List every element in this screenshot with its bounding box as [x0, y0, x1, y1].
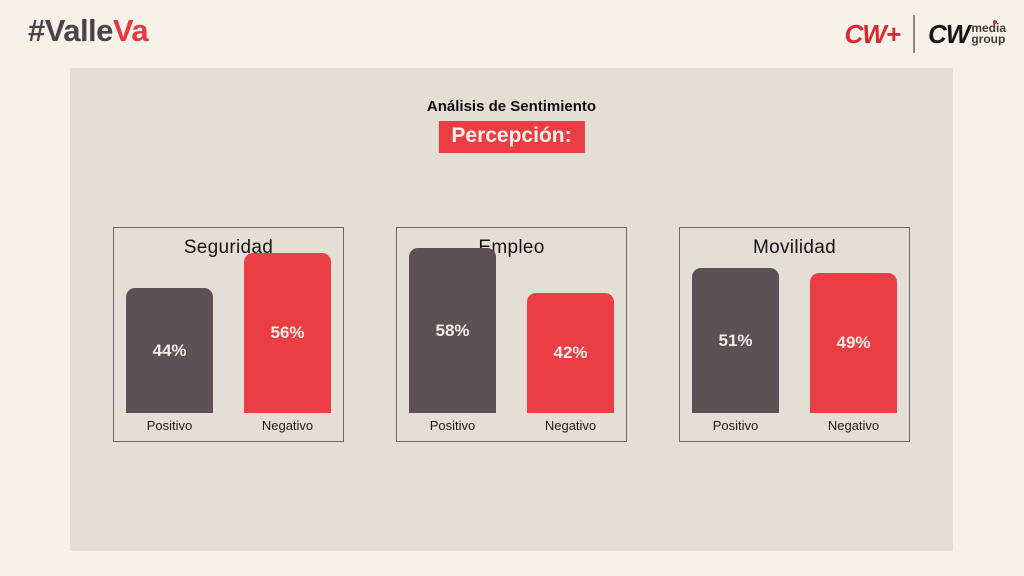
- bars-area: 58% Positivo 42% Negativo: [397, 248, 626, 435]
- chart-card-movilidad: Movilidad 51% Positivo 49% Negativo: [679, 227, 910, 442]
- cw-plus-logo: CW+: [844, 18, 900, 49]
- chart-title: Seguridad: [183, 237, 274, 258]
- bar-column-positivo: 58% Positivo: [409, 248, 496, 435]
- cw-mediagroup-cw: CW: [927, 18, 970, 49]
- cw-mediagroup-group: group: [971, 32, 1006, 46]
- bar-column-positivo: 51% Positivo: [692, 268, 779, 435]
- cw-mediagroup-media: media: [971, 21, 1006, 35]
- cw-mediagroup-logo: CW media group: [928, 19, 1006, 50]
- bar-category-label: Negativo: [544, 418, 597, 433]
- bar-positivo: 44%: [126, 288, 213, 413]
- bar-positivo: 51%: [692, 268, 779, 413]
- valleva-logo-prefix: #Valle: [28, 13, 113, 48]
- bar-column-negativo: 49% Negativo: [810, 273, 897, 435]
- bar-value-label: 42%: [553, 343, 588, 362]
- bar-value-label: 56%: [270, 323, 305, 342]
- bar-value-label: 49%: [836, 333, 871, 352]
- bar-negativo: 42%: [527, 293, 614, 413]
- section-kicker: Análisis de Sentimiento: [426, 98, 597, 115]
- cw-partner-logos: CW+ CW media group: [844, 15, 1006, 53]
- bar-column-negativo: 42% Negativo: [527, 293, 614, 435]
- bar-positivo: 58%: [409, 248, 496, 413]
- cw-mediagroup-text: media group: [971, 20, 1006, 46]
- valleva-logo-suffix: Va: [112, 13, 149, 48]
- bar-value-label: 51%: [718, 330, 753, 350]
- valleva-logo: #ValleVa: [28, 13, 149, 49]
- content-panel: Análisis de Sentimiento Percepción: Segu…: [70, 68, 953, 551]
- charts-row: Seguridad 44% Positivo 56% Negativo Empl: [70, 227, 953, 442]
- bar-column-negativo: 56% Negativo: [244, 253, 331, 435]
- bar-value-label: 44%: [152, 340, 187, 360]
- chart-title: Movilidad: [753, 237, 836, 258]
- bar-category-label: Positivo: [146, 418, 193, 433]
- logo-divider: [912, 15, 915, 53]
- bar-value-label: 58%: [435, 320, 470, 340]
- perception-badge: Percepción:: [438, 121, 585, 153]
- chart-card-empleo: Empleo 58% Positivo 42% Negativo: [396, 227, 627, 442]
- bar-category-label: Negativo: [261, 418, 314, 433]
- chart-card-seguridad: Seguridad 44% Positivo 56% Negativo: [113, 227, 344, 442]
- bar-column-positivo: 44% Positivo: [126, 288, 213, 435]
- bars-area: 44% Positivo 56% Negativo: [114, 253, 343, 435]
- bar-negativo: 49%: [810, 273, 897, 413]
- bar-category-label: Positivo: [429, 418, 476, 433]
- bar-category-label: Negativo: [827, 418, 880, 433]
- bar-negativo: 56%: [244, 253, 331, 413]
- bar-category-label: Positivo: [712, 418, 759, 433]
- mediagroup-red-dot-icon: [993, 20, 997, 24]
- bars-area: 51% Positivo 49% Negativo: [680, 268, 909, 435]
